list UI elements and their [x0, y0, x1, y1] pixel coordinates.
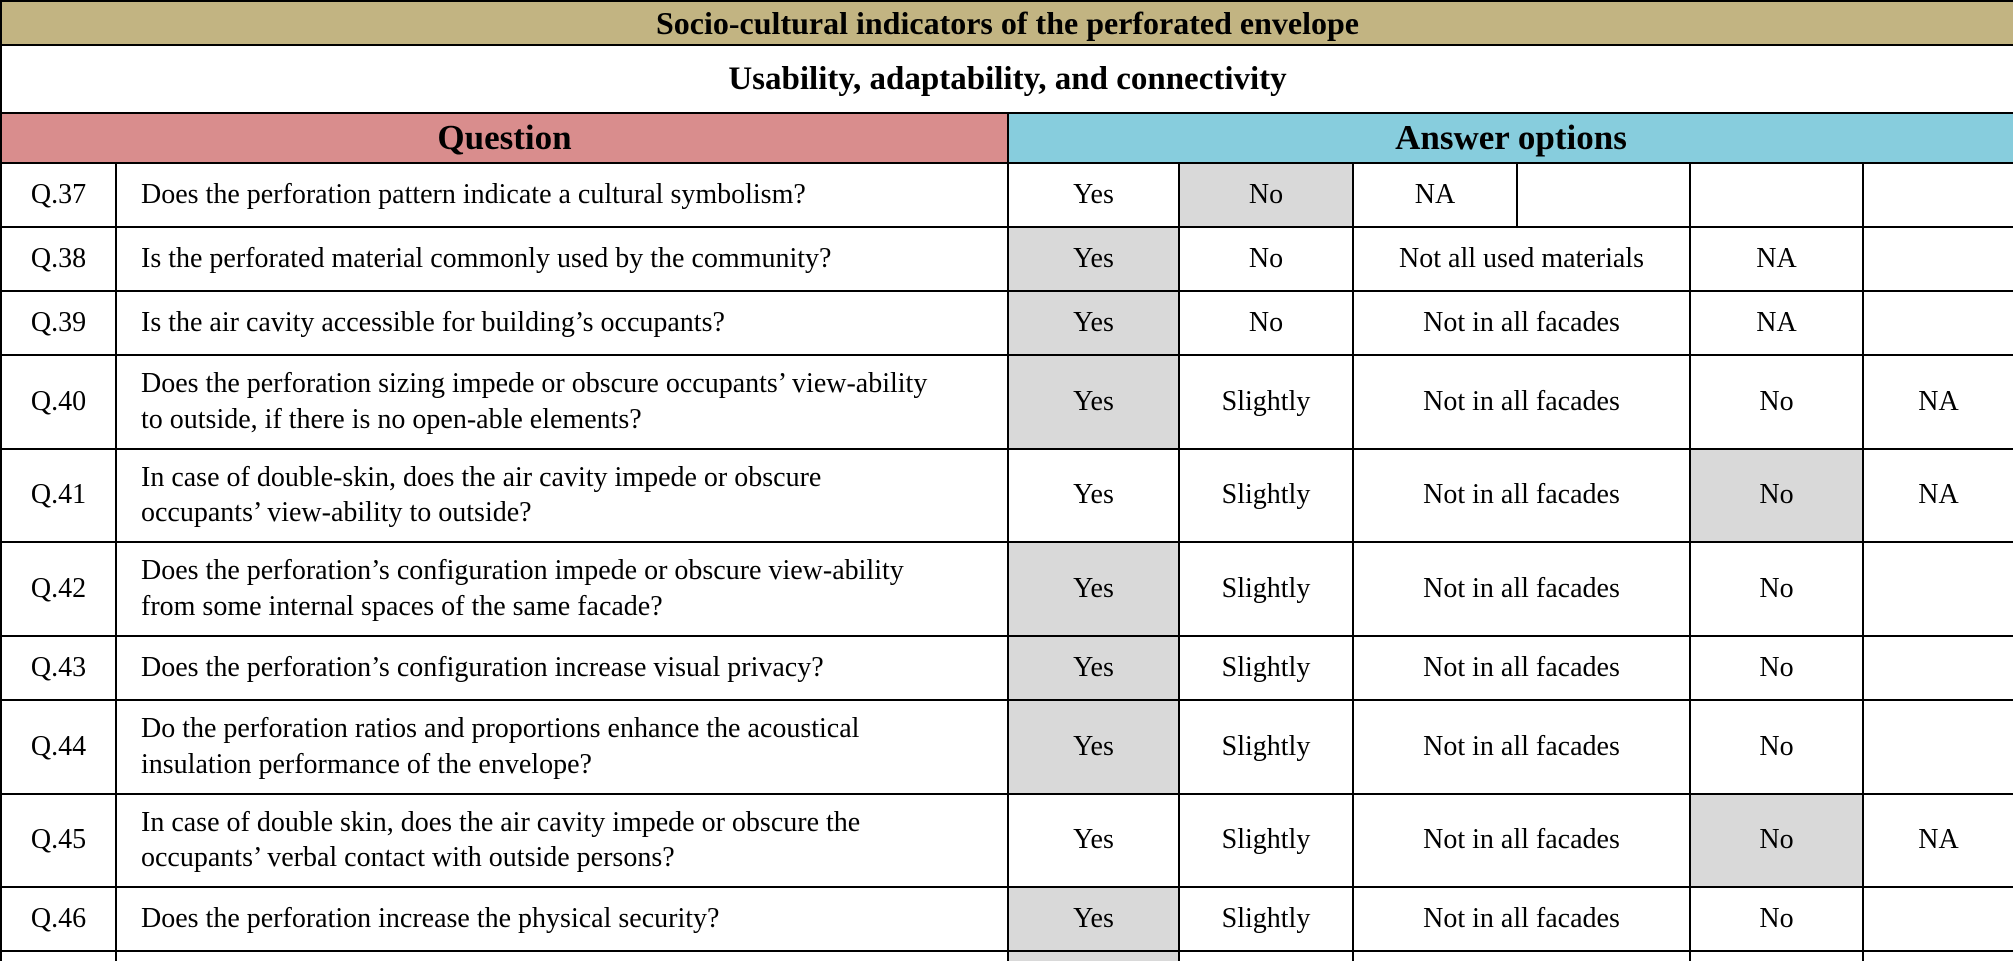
question-id: Q.44 — [0, 698, 117, 795]
answer-option[interactable]: No — [1689, 634, 1864, 701]
answer-option[interactable]: Yes — [1007, 886, 1180, 953]
answer-option[interactable]: Not in all facades — [1352, 290, 1691, 356]
answer-empty-cell — [1862, 950, 2013, 961]
answer-option[interactable]: Yes — [1007, 290, 1180, 356]
answer-option[interactable]: NA — [1352, 162, 1518, 228]
answer-option[interactable]: No — [1178, 162, 1354, 228]
question-id: Q.38 — [0, 226, 117, 292]
answer-option[interactable]: No — [1689, 447, 1864, 544]
question-row: Q.40 Does the perforation sizing impede o… — [0, 354, 2013, 450]
answer-option[interactable]: Not in all facades — [1352, 354, 1691, 450]
question-id: Q.47 — [0, 950, 117, 961]
question-row: Q.44 Do the perforation ratios and propor… — [0, 698, 2013, 795]
answer-option[interactable]: Slightly — [1178, 950, 1354, 961]
answer-empty-cell — [1862, 698, 2013, 795]
answer-option[interactable]: Not in all facades — [1352, 950, 1691, 961]
question-id: Q.43 — [0, 634, 117, 701]
answer-option[interactable]: Yes — [1007, 226, 1180, 292]
answer-option[interactable]: Slightly — [1178, 886, 1354, 953]
question-id: Q.39 — [0, 290, 117, 356]
question-id: Q.42 — [0, 541, 117, 637]
question-text: In case of double-skin, does the air cav… — [115, 447, 1009, 544]
answer-option[interactable]: Not in all facades — [1352, 792, 1691, 889]
answer-option[interactable]: Slightly — [1178, 354, 1354, 450]
answer-empty-cell — [1862, 634, 2013, 701]
question-row: Q.45 In case of double skin, does the air… — [0, 792, 2013, 889]
question-id: Q.37 — [0, 162, 117, 228]
question-rows: Q.37 Does the perforation pattern indicat… — [0, 162, 2013, 961]
answer-option[interactable]: Yes — [1007, 162, 1180, 228]
table-subtitle: Usability, adaptability, and connectivit… — [0, 44, 2013, 114]
question-row: Q.42 Does the perforation’s configuration… — [0, 541, 2013, 637]
answer-option[interactable]: Not all used materials — [1352, 226, 1691, 292]
answer-option[interactable]: No — [1689, 698, 1864, 795]
question-row: Q.37 Does the perforation pattern indicat… — [0, 162, 2013, 228]
answer-empty-cell — [1516, 162, 1691, 228]
question-id: Q.46 — [0, 886, 117, 953]
answer-option[interactable]: Not in all facades — [1352, 698, 1691, 795]
question-text: Does the perforation’s configuration inc… — [115, 634, 1009, 701]
answer-option[interactable]: Not in all facades — [1352, 886, 1691, 953]
answer-option[interactable]: Yes — [1007, 698, 1180, 795]
question-id: Q.45 — [0, 792, 117, 889]
answer-option[interactable]: Not in all facades — [1352, 634, 1691, 701]
question-row: Q.43 Does the perforation’s configuration… — [0, 634, 2013, 701]
answer-option[interactable]: Yes — [1007, 541, 1180, 637]
answer-empty-cell — [1862, 226, 2013, 292]
question-row: Q.38 Is the perforated material commonly … — [0, 226, 2013, 292]
question-row: Q.47Does the perforation increase the oc… — [0, 950, 2013, 961]
answer-option[interactable]: NA — [1689, 290, 1864, 356]
answer-option[interactable]: Slightly — [1178, 792, 1354, 889]
table-subtitle-row: Usability, adaptability, and connectivit… — [0, 44, 2013, 114]
answer-empty-cell — [1862, 290, 2013, 356]
question-column-header: Question — [0, 112, 1009, 164]
answer-option[interactable]: No — [1689, 950, 1864, 961]
question-text: Does the perforation increase the occupa… — [115, 950, 1009, 961]
answer-option[interactable]: Not in all facades — [1352, 447, 1691, 544]
question-text: Is the air cavity accessible for buildin… — [115, 290, 1009, 356]
answer-option[interactable]: NA — [1862, 447, 2013, 544]
column-header-row: Question Answer options — [0, 112, 2013, 164]
answer-option[interactable]: NA — [1862, 792, 2013, 889]
question-row: Q.39 Is the air cavity accessible for bui… — [0, 290, 2013, 356]
answer-option[interactable]: Yes — [1007, 634, 1180, 701]
answer-option[interactable]: NA — [1862, 354, 2013, 450]
answer-empty-cell — [1862, 541, 2013, 637]
question-text: Does the perforation increase the physic… — [115, 886, 1009, 953]
answer-option[interactable]: No — [1178, 226, 1354, 292]
answer-option[interactable]: No — [1689, 792, 1864, 889]
answer-option[interactable]: Yes — [1007, 950, 1180, 961]
question-id: Q.41 — [0, 447, 117, 544]
answer-option[interactable]: NA — [1689, 226, 1864, 292]
answer-option[interactable]: Slightly — [1178, 541, 1354, 637]
table-title: Socio-cultural indicators of the perfora… — [0, 0, 2013, 46]
answer-empty-cell — [1862, 162, 2013, 228]
answer-option[interactable]: Slightly — [1178, 698, 1354, 795]
table-title-row: Socio-cultural indicators of the perfora… — [0, 0, 2013, 46]
answer-option[interactable]: Yes — [1007, 354, 1180, 450]
answer-option[interactable]: Yes — [1007, 447, 1180, 544]
question-text: Do the perforation ratios and proportion… — [115, 698, 1009, 795]
answer-option[interactable]: No — [1689, 354, 1864, 450]
answer-option[interactable]: Slightly — [1178, 634, 1354, 701]
question-text: Does the perforation sizing impede or ob… — [115, 354, 1009, 450]
answer-option[interactable]: Not in all facades — [1352, 541, 1691, 637]
question-id: Q.40 — [0, 354, 117, 450]
question-row: Q.46 Does the perforation increase the ph… — [0, 886, 2013, 953]
question-row: Q.41 In case of double-skin, does the air… — [0, 447, 2013, 544]
answer-option[interactable]: Yes — [1007, 792, 1180, 889]
answer-empty-cell — [1862, 886, 2013, 953]
answer-empty-cell — [1689, 162, 1864, 228]
question-text: Does the perforation’s configuration imp… — [115, 541, 1009, 637]
answer-option[interactable]: No — [1689, 541, 1864, 637]
answer-option[interactable]: Slightly — [1178, 447, 1354, 544]
question-text: Is the perforated material commonly used… — [115, 226, 1009, 292]
question-text: In case of double skin, does the air cav… — [115, 792, 1009, 889]
answer-options-column-header: Answer options — [1007, 112, 2013, 164]
question-text: Does the perforation pattern indicate a … — [115, 162, 1009, 228]
answer-option[interactable]: No — [1178, 290, 1354, 356]
answer-option[interactable]: No — [1689, 886, 1864, 953]
